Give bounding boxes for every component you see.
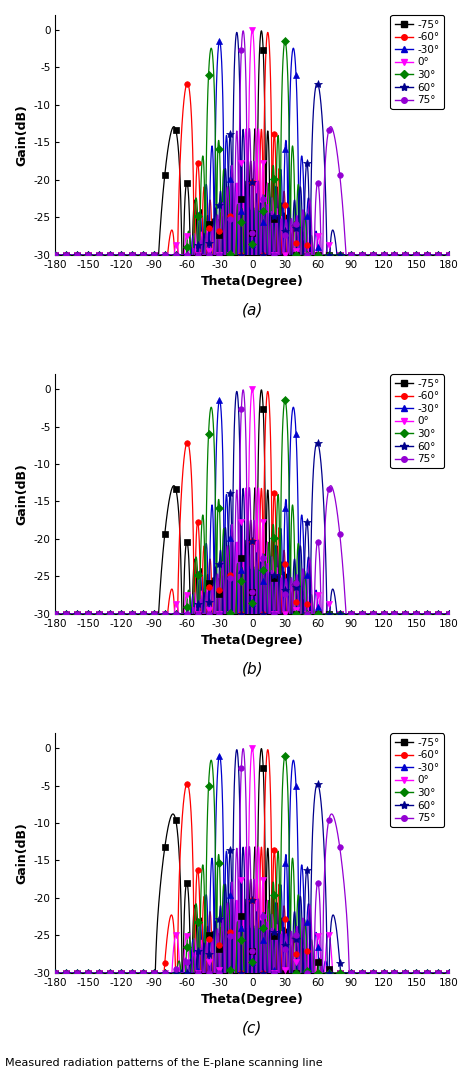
Y-axis label: Gain(dB): Gain(dB) [15, 104, 28, 166]
Text: (b): (b) [241, 662, 263, 677]
Y-axis label: Gain(dB): Gain(dB) [15, 822, 28, 884]
Text: (c): (c) [242, 1020, 263, 1035]
X-axis label: Theta(Degree): Theta(Degree) [201, 634, 304, 647]
Legend: -75°, -60°, -30°, 0°, 30°, 60°, 75°: -75°, -60°, -30°, 0°, 30°, 60°, 75° [391, 734, 444, 827]
Text: Measured radiation patterns of the E-plane scanning line: Measured radiation patterns of the E-pla… [5, 1058, 322, 1068]
Legend: -75°, -60°, -30°, 0°, 30°, 60°, 75°: -75°, -60°, -30°, 0°, 30°, 60°, 75° [391, 374, 444, 469]
Text: (a): (a) [242, 303, 263, 318]
X-axis label: Theta(Degree): Theta(Degree) [201, 994, 304, 1006]
Legend: -75°, -60°, -30°, 0°, 30°, 60°, 75°: -75°, -60°, -30°, 0°, 30°, 60°, 75° [391, 15, 444, 109]
Y-axis label: Gain(dB): Gain(dB) [15, 464, 28, 525]
X-axis label: Theta(Degree): Theta(Degree) [201, 276, 304, 289]
